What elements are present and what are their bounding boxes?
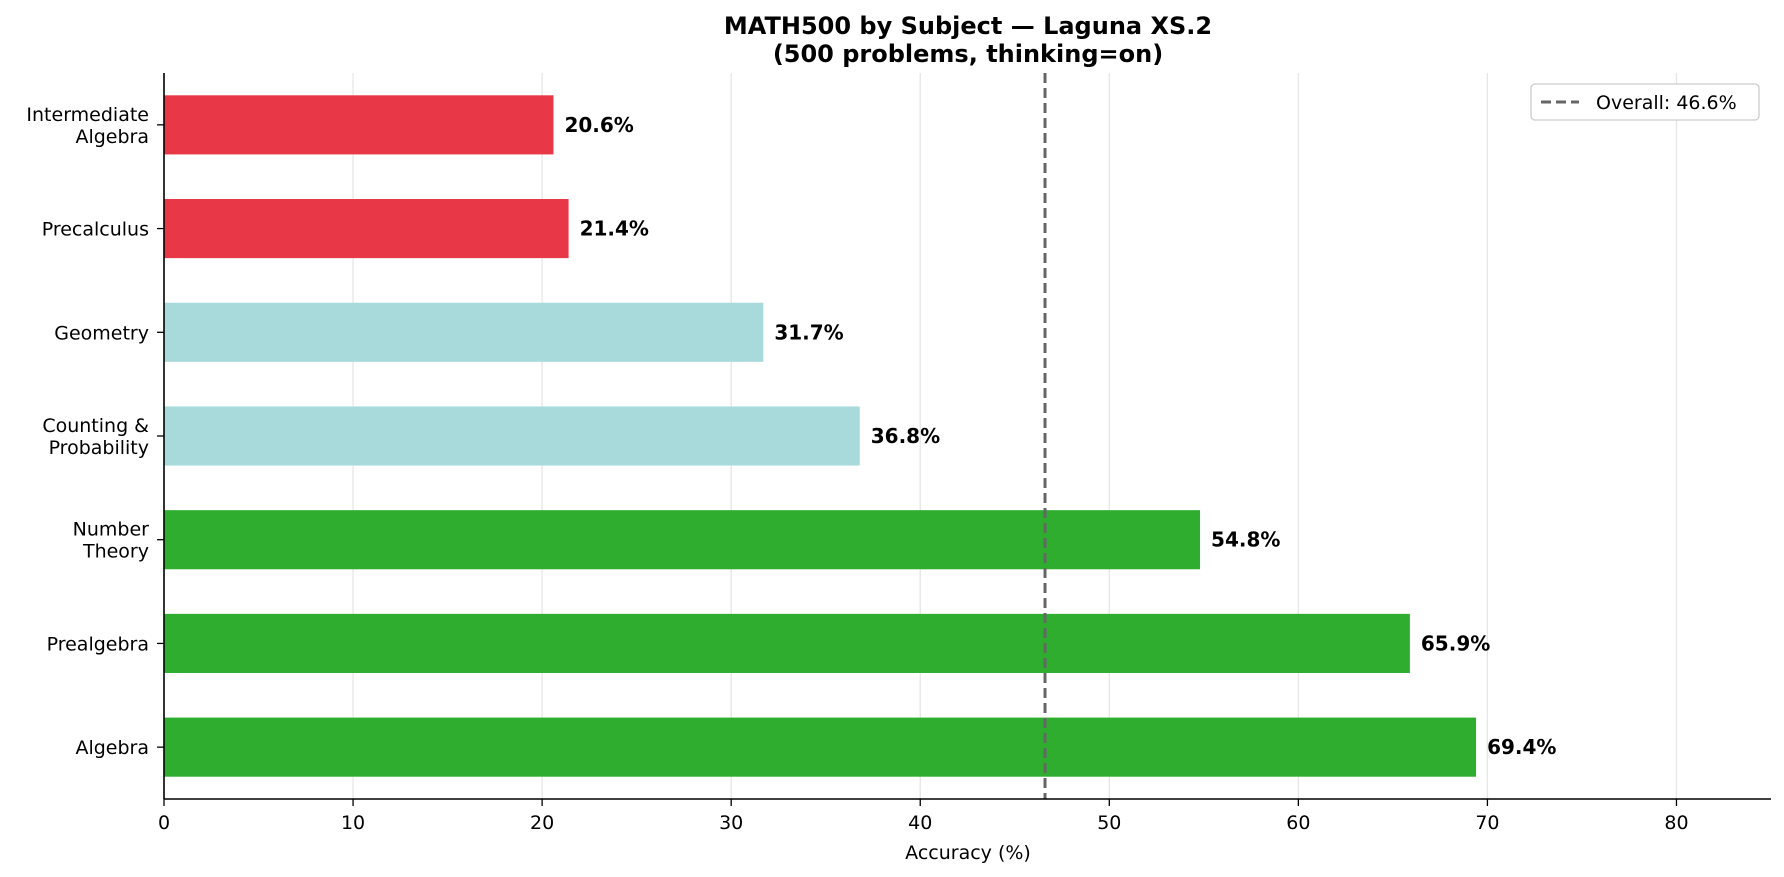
bars-layer: 20.6% 21.4% 31.7% 36.8% 54.8% 65.9% 69.4%: [164, 73, 1556, 799]
y-tick-label: Intermediate: [26, 104, 149, 126]
x-tick-label: 70: [1475, 812, 1499, 834]
y-tick-label: Prealgebra: [47, 633, 149, 655]
bar: [164, 613, 1410, 673]
bar-value-label: 54.8%: [1211, 528, 1280, 552]
chart-title-line-1: MATH500 by Subject — Laguna XS.2: [724, 12, 1212, 40]
y-tick-label: Precalculus: [42, 219, 149, 241]
x-axis-label: Accuracy (%): [905, 842, 1031, 864]
bar-value-label: 69.4%: [1487, 735, 1556, 759]
y-tick-label: Algebra: [75, 126, 149, 148]
x-tick-label: 20: [530, 812, 554, 834]
legend-label: Overall: 46.6%: [1596, 92, 1737, 114]
bar-value-label: 65.9%: [1421, 631, 1490, 655]
x-tick-label: 30: [719, 812, 743, 834]
y-tick-label: Algebra: [75, 737, 149, 759]
legend: Overall: 46.6%: [1530, 83, 1760, 121]
x-tick-label: 50: [1097, 812, 1121, 834]
bar-value-label: 36.8%: [871, 424, 940, 448]
bar: [164, 302, 764, 362]
axes-layer: IntermediateAlgebraPrecalculusGeometryCo…: [26, 73, 1771, 834]
y-tick-label: Probability: [49, 437, 149, 459]
y-tick-label: Geometry: [54, 322, 149, 344]
bar: [164, 717, 1477, 777]
x-tick-label: 10: [341, 812, 365, 834]
y-tick-label: Counting &: [42, 415, 149, 437]
x-tick-label: 80: [1664, 812, 1688, 834]
legend-box: [1530, 83, 1760, 121]
bar: [164, 406, 860, 466]
bar-value-label: 31.7%: [774, 320, 843, 344]
bar-value-label: 21.4%: [580, 217, 649, 241]
bar-value-label: 20.6%: [564, 113, 633, 137]
chart-title-line-2: (500 problems, thinking=on): [773, 40, 1163, 68]
x-tick-label: 0: [158, 812, 170, 834]
bar: [164, 510, 1201, 570]
bar: [164, 199, 569, 259]
bar: [164, 95, 554, 155]
x-tick-label: 60: [1286, 812, 1310, 834]
y-tick-label: Number: [73, 519, 150, 541]
y-tick-label: Theory: [82, 541, 149, 563]
x-tick-label: 40: [908, 812, 932, 834]
